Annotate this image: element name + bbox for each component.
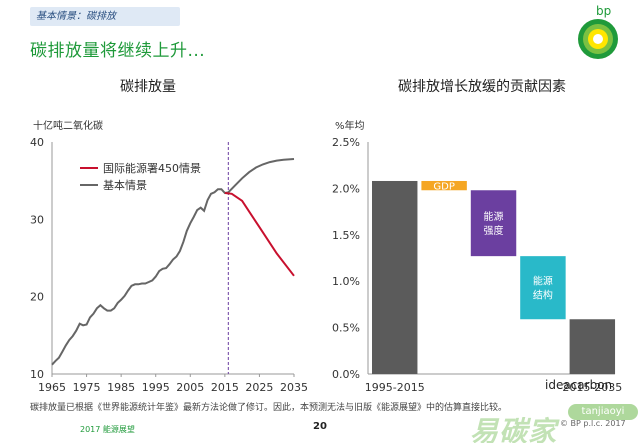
watermark-copyright: © BP p.l.c. 2017 xyxy=(560,419,626,428)
x-tick-label: 1995 xyxy=(142,381,170,394)
waterfall-bar-1 xyxy=(421,180,467,191)
right-chart-title: 碳排放增长放缓的贡献因素 xyxy=(398,79,566,95)
x-tick-label: 2015 xyxy=(211,381,239,394)
bar-label: 能源 xyxy=(484,210,504,223)
y-tick-label: 30 xyxy=(30,213,44,226)
watermark-badge: tanjiaoyi xyxy=(568,404,638,420)
bar-label: 强度 xyxy=(484,224,504,237)
y-tick-label: 20 xyxy=(30,291,44,304)
x-tick-label: 2025 xyxy=(245,381,273,394)
legend-label-0: 基本情景 xyxy=(103,178,147,192)
footnote: 碳排放量已根据《世界能源统计年鉴》最新方法论做了修订。因此，本预测无法与旧版《能… xyxy=(30,403,508,413)
series-line-0 xyxy=(51,158,295,366)
waterfall-bar-3 xyxy=(520,256,566,320)
right-chart-ylabel: %年均 xyxy=(335,121,365,132)
bar-label: GDP xyxy=(433,182,454,193)
x-tick-label: 1965 xyxy=(38,381,66,394)
waterfall-bar-0 xyxy=(372,180,418,374)
watermark-ideacarbon: ideacarbon xyxy=(545,378,613,392)
y-tick-label: 10 xyxy=(30,368,44,381)
y-tick-label: 2.0% xyxy=(332,182,360,195)
x-tick-label: 1975 xyxy=(73,381,101,394)
page-number: 20 xyxy=(313,421,327,432)
series-line-1 xyxy=(224,192,295,277)
legend-label-1: 国际能源署450情景 xyxy=(103,161,201,175)
waterfall-bar-2 xyxy=(470,190,517,257)
x-tick-label: 2005 xyxy=(176,381,204,394)
section-banner: 基本情景：碳排放 xyxy=(30,7,180,26)
x-tick-label: 1985 xyxy=(107,381,135,394)
y-tick-label: 1.0% xyxy=(332,275,360,288)
x-tick-label: 2035 xyxy=(280,381,308,394)
left-chart-ylabel: 十亿吨二氧化碳 xyxy=(33,121,103,132)
y-tick-label: 0.0% xyxy=(332,368,360,381)
line-chart: 10 20 30 40 1965 1975 1985 1995 2005 2015 2025 2035… xyxy=(30,136,308,394)
bar-label: 能源 xyxy=(533,275,553,288)
bar-label: 结构 xyxy=(533,289,553,302)
left-chart-title: 碳排放量 xyxy=(120,79,176,95)
waterfall-bar-4 xyxy=(569,319,616,374)
watermark-logo: 易碳家 xyxy=(470,415,558,443)
y-tick-label: 40 xyxy=(30,136,44,149)
bp-logo-text: bp xyxy=(596,4,612,18)
x-category-label: 1995-2015 xyxy=(365,381,425,394)
waterfall-chart: 0.0%0.5%1.0%1.5%2.0%2.5%1995-2015GDP能源强度… xyxy=(332,136,622,394)
bp-helios-logo-icon xyxy=(578,19,618,59)
y-tick-label: 2.5% xyxy=(332,136,360,149)
page-headline: 碳排放量将继续上升... xyxy=(30,41,206,61)
x-category-label: 2015-2035 xyxy=(562,381,622,394)
y-tick-label: 0.5% xyxy=(332,322,360,335)
y-tick-label: 1.5% xyxy=(332,229,360,242)
footer-publication: 2017 能源展望 xyxy=(80,425,135,434)
